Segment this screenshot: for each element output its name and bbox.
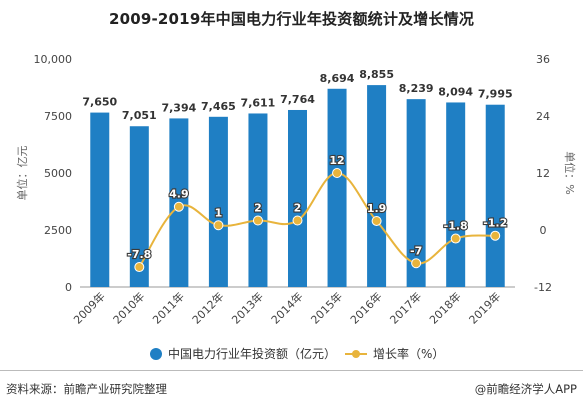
- bar-value-label: 7,995: [478, 88, 513, 101]
- y-tick-label: 10,000: [34, 53, 73, 66]
- y-axis-title: 单位：亿元: [15, 146, 29, 201]
- x-tick-label: 2011年: [150, 289, 187, 326]
- bar-value-label: 8,239: [399, 82, 434, 95]
- y-tick-label: 7500: [44, 110, 72, 123]
- growth-rate-point: [292, 215, 303, 226]
- y2-tick-label: 0: [540, 224, 547, 237]
- growth-rate-label: -1.8: [444, 220, 468, 233]
- legend-item-growth: 增长率（%）: [345, 345, 444, 362]
- x-tick-label: 2018年: [426, 289, 463, 326]
- y2-axis-title: 单位：%: [563, 151, 577, 194]
- x-tick-label: 2009年: [70, 289, 107, 326]
- growth-rate-label: -7: [410, 244, 422, 257]
- growth-rate-point: [252, 215, 263, 226]
- growth-rate-point: [411, 258, 422, 269]
- bar-value-label: 7,764: [280, 93, 315, 106]
- growth-rate-point: [371, 215, 382, 226]
- legend-label-growth: 增长率（%）: [373, 347, 445, 361]
- bar: [288, 109, 307, 287]
- footer-divider: [0, 370, 583, 371]
- x-tick-label: 2012年: [189, 289, 226, 326]
- bar-value-label: 8,094: [438, 85, 473, 98]
- growth-rate-label: 2: [294, 202, 302, 215]
- growth-rate-point: [332, 168, 343, 178]
- bar: [367, 85, 387, 287]
- bar: [446, 102, 466, 287]
- growth-rate-label: 1.9: [367, 202, 387, 215]
- y-tick-label: 0: [65, 281, 72, 294]
- growth-rate-label: -7.8: [127, 248, 151, 261]
- x-tick-label: 2013年: [229, 289, 266, 326]
- y2-tick-label: -12: [534, 281, 552, 294]
- growth-rate-label: 4.9: [169, 188, 189, 201]
- bar: [248, 113, 268, 287]
- bar-value-label: 7,394: [161, 101, 196, 114]
- bar-value-label: 7,650: [82, 96, 117, 109]
- legend-swatch-bar: [150, 347, 162, 360]
- bar-value-label: 7,051: [122, 109, 157, 122]
- bar-value-label: 7,465: [201, 100, 236, 113]
- bar: [129, 126, 149, 287]
- growth-rate-label: 2: [254, 202, 262, 215]
- bar: [208, 116, 228, 287]
- x-tick-label: 2017年: [387, 289, 424, 326]
- legend-label-investment: 中国电力行业年投资额（亿元）: [168, 347, 337, 361]
- x-tick-label: 2016年: [347, 289, 384, 326]
- x-tick-label: 2010年: [110, 289, 147, 326]
- growth-rate-label: 12: [329, 154, 344, 167]
- legend-swatch-line: [345, 348, 367, 360]
- x-tick-label: 2014年: [268, 289, 305, 326]
- x-tick-label: 2019年: [466, 289, 503, 326]
- y2-tick-label: 12: [536, 167, 550, 180]
- bar-value-label: 8,855: [359, 68, 394, 81]
- growth-rate-label: 1: [215, 206, 223, 219]
- bar-value-label: 7,611: [241, 96, 276, 109]
- bar: [406, 99, 426, 287]
- growth-rate-point: [173, 201, 184, 212]
- y2-tick-label: 36: [536, 53, 550, 66]
- legend-item-investment: 中国电力行业年投资额（亿元）: [150, 345, 336, 362]
- growth-rate-point: [134, 262, 145, 273]
- y2-tick-label: 24: [536, 110, 550, 123]
- growth-rate-label: -1.2: [483, 217, 507, 230]
- y-tick-label: 2500: [44, 224, 72, 237]
- legend: 中国电力行业年投资额（亿元） 增长率（%）: [0, 345, 583, 367]
- bar: [90, 112, 110, 287]
- chart-title: 2009-2019年中国电力行业年投资额统计及增长情况: [108, 10, 475, 28]
- growth-rate-point: [213, 220, 224, 231]
- x-tick-label: 2015年: [308, 289, 345, 326]
- growth-rate-line: [138, 171, 496, 268]
- growth-rate-point: [450, 233, 461, 244]
- bar-value-label: 8,694: [320, 72, 355, 85]
- source-note: 资料来源：前瞻产业研究院整理: [6, 382, 167, 396]
- y-tick-label: 5000: [44, 167, 72, 180]
- bar: [327, 88, 347, 288]
- growth-rate-point: [490, 230, 501, 241]
- credit-note: @前瞻经济学人APP: [474, 382, 577, 396]
- bar: [485, 104, 505, 288]
